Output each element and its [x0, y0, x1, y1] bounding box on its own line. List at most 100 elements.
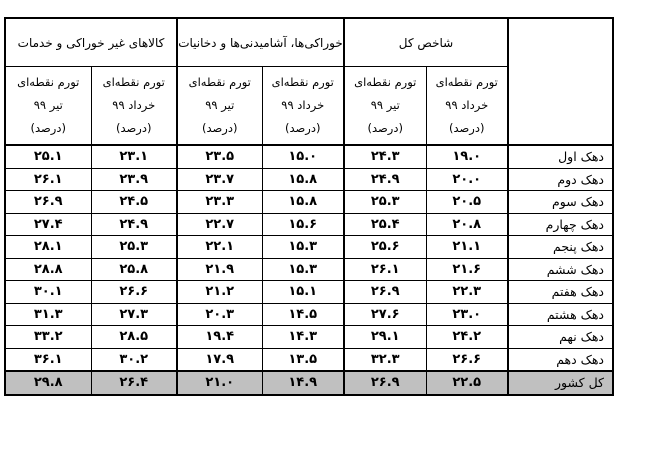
value-cell: ۲۲.۱ — [176, 235, 263, 259]
value-cell: ۱۵.۳ — [261, 235, 345, 259]
value-cell: ۲۵.۳ — [90, 235, 178, 259]
value-cell: ۲۰.۳ — [176, 302, 263, 326]
value-cell: ۱۴.۹ — [261, 370, 345, 395]
value-cell: ۲۵.۱ — [4, 144, 92, 169]
value-cell: ۲۴.۹ — [90, 212, 178, 236]
decile-label: دهک هفتم — [507, 280, 614, 304]
value-cell: ۲۹.۸ — [4, 370, 92, 395]
value-cell: ۲۳.۵ — [176, 144, 263, 169]
inflation-table: شاخص کل خوراکی‌ها، آشامیدنی‌ها و دخانیات… — [4, 17, 614, 396]
value-cell: ۱۵.۸ — [261, 190, 345, 214]
value-cell: ۲۱.۹ — [176, 257, 263, 281]
value-cell: ۲۶.۴ — [90, 370, 178, 395]
table-row: دهک سوم ۲۰.۵ ۲۵.۳ ۱۵.۸ ۲۳.۳ ۲۴.۵ ۲۶.۹ — [4, 190, 614, 214]
value-cell: ۲۴.۳ — [343, 144, 427, 169]
value-cell: ۲۵.۸ — [90, 257, 178, 281]
decile-label: دهک ششم — [507, 257, 614, 281]
value-cell: ۲۰.۸ — [425, 212, 509, 236]
subheader-line: تورم نقطه‌ای — [17, 75, 80, 89]
decile-label: دهک دوم — [507, 167, 614, 191]
value-cell: ۲۳.۱ — [90, 144, 178, 169]
table-body: دهک اول ۱۹.۰ ۲۴.۳ ۱۵.۰ ۲۳.۵ ۲۳.۱ ۲۵.۱ دهک دوم ۲۰… — [4, 144, 614, 395]
value-cell: ۳۰.۲ — [90, 347, 178, 372]
subheader-line: تیر ۹۹ — [33, 98, 63, 112]
subheader-line: (درصد) — [30, 121, 66, 135]
value-cell: ۱۴.۳ — [261, 325, 345, 349]
value-cell: ۲۰.۵ — [425, 190, 509, 214]
value-cell: ۱۷.۹ — [176, 347, 263, 372]
value-cell: ۲۵.۶ — [343, 235, 427, 259]
value-cell: ۲۲.۵ — [425, 370, 509, 395]
table-row: دهک هشتم ۲۳.۰ ۲۷.۶ ۱۴.۵ ۲۰.۳ ۲۷.۳ ۳۱.۳ — [4, 302, 614, 326]
group-header-food: خوراکی‌ها، آشامیدنی‌ها و دخانیات — [176, 17, 345, 67]
value-cell: ۲۱.۱ — [425, 235, 509, 259]
group-header-row: شاخص کل خوراکی‌ها، آشامیدنی‌ها و دخانیات… — [4, 17, 614, 146]
value-cell: ۲۳.۷ — [176, 167, 263, 191]
table-row: دهک چهارم ۲۰.۸ ۲۵.۴ ۱۵.۶ ۲۲.۷ ۲۴.۹ ۲۷.۴ — [4, 212, 614, 236]
subheader-khordad: تورم نقطه‌ای خرداد ۹۹ (درصد) — [261, 66, 345, 146]
subheader-tir: تورم نقطه‌ای تیر ۹۹ (درصد) — [343, 66, 427, 146]
subheader-line: خرداد ۹۹ — [112, 98, 156, 112]
subheader-line: خرداد ۹۹ — [445, 98, 489, 112]
value-cell: ۲۳.۹ — [90, 167, 178, 191]
value-cell: ۱۹.۰ — [425, 144, 509, 169]
value-cell: ۲۷.۴ — [4, 212, 92, 236]
decile-label: دهک پنجم — [507, 235, 614, 259]
subheader-line: (درصد) — [116, 121, 152, 135]
decile-label: دهک اول — [507, 144, 614, 169]
value-cell: ۲۳.۳ — [176, 190, 263, 214]
subheader-line: خرداد ۹۹ — [281, 98, 325, 112]
subheader-line: تورم نقطه‌ای — [271, 75, 334, 89]
table-row: دهک هفتم ۲۲.۳ ۲۶.۹ ۱۵.۱ ۲۱.۲ ۲۶.۶ ۳۰.۱ — [4, 280, 614, 304]
value-cell: ۲۰.۰ — [425, 167, 509, 191]
value-cell: ۲۶.۱ — [4, 167, 92, 191]
value-cell: ۳۲.۳ — [343, 347, 427, 372]
value-cell: ۲۶.۹ — [4, 190, 92, 214]
sub-header-row: تورم نقطه‌ای خرداد ۹۹ (درصد) تورم نقطه‌ا… — [4, 66, 613, 146]
decile-label: دهک هشتم — [507, 302, 614, 326]
table-row: دهک دهم ۲۶.۶ ۳۲.۳ ۱۳.۵ ۱۷.۹ ۳۰.۲ ۳۶.۱ — [4, 347, 614, 372]
value-cell: ۲۲.۷ — [176, 212, 263, 236]
value-cell: ۱۴.۵ — [261, 302, 345, 326]
value-cell: ۳۰.۱ — [4, 280, 92, 304]
value-cell: ۱۵.۶ — [261, 212, 345, 236]
group-header-overall: شاخص کل — [343, 17, 509, 67]
table-row: دهک اول ۱۹.۰ ۲۴.۳ ۱۵.۰ ۲۳.۵ ۲۳.۱ ۲۵.۱ — [4, 144, 614, 169]
value-cell: ۱۵.۱ — [261, 280, 345, 304]
value-cell: ۲۶.۶ — [90, 280, 178, 304]
table-row: دهک دوم ۲۰.۰ ۲۴.۹ ۱۵.۸ ۲۳.۷ ۲۳.۹ ۲۶.۱ — [4, 167, 614, 191]
value-cell: ۲۷.۳ — [90, 302, 178, 326]
value-cell: ۲۸.۱ — [4, 235, 92, 259]
row-label-header — [507, 17, 614, 146]
subheader-line: تیر ۹۹ — [205, 98, 235, 112]
subheader-line: (درصد) — [367, 121, 403, 135]
subheader-line: تورم نقطه‌ای — [102, 75, 165, 89]
value-cell: ۲۱.۶ — [425, 257, 509, 281]
value-cell: ۱۵.۳ — [261, 257, 345, 281]
value-cell: ۲۱.۲ — [176, 280, 263, 304]
value-cell: ۲۴.۹ — [343, 167, 427, 191]
value-cell: ۲۶.۹ — [343, 370, 427, 395]
value-cell: ۳۱.۳ — [4, 302, 92, 326]
subheader-line: تورم نقطه‌ای — [435, 75, 498, 89]
subheader-line: (درصد) — [449, 121, 485, 135]
decile-label: دهک دهم — [507, 347, 614, 372]
inflation-table-container: شاخص کل خوراکی‌ها، آشامیدنی‌ها و دخانیات… — [4, 17, 614, 396]
value-cell: ۱۵.۸ — [261, 167, 345, 191]
value-cell: ۲۴.۵ — [90, 190, 178, 214]
value-cell: ۲۶.۹ — [343, 280, 427, 304]
total-row-label: کل کشور — [507, 370, 614, 395]
decile-label: دهک چهارم — [507, 212, 614, 236]
value-cell: ۳۳.۲ — [4, 325, 92, 349]
table-row: دهک ششم ۲۱.۶ ۲۶.۱ ۱۵.۳ ۲۱.۹ ۲۵.۸ ۲۸.۸ — [4, 257, 614, 281]
decile-label: دهک نهم — [507, 325, 614, 349]
total-row: کل کشور ۲۲.۵ ۲۶.۹ ۱۴.۹ ۲۱.۰ ۲۶.۴ ۲۹.۸ — [4, 370, 614, 395]
value-cell: ۲۱.۰ — [176, 370, 263, 395]
value-cell: ۲۷.۶ — [343, 302, 427, 326]
value-cell: ۲۶.۱ — [343, 257, 427, 281]
subheader-line: تورم نقطه‌ای — [354, 75, 417, 89]
subheader-line: تورم نقطه‌ای — [188, 75, 251, 89]
value-cell: ۲۹.۱ — [343, 325, 427, 349]
value-cell: ۱۳.۵ — [261, 347, 345, 372]
value-cell: ۲۴.۲ — [425, 325, 509, 349]
